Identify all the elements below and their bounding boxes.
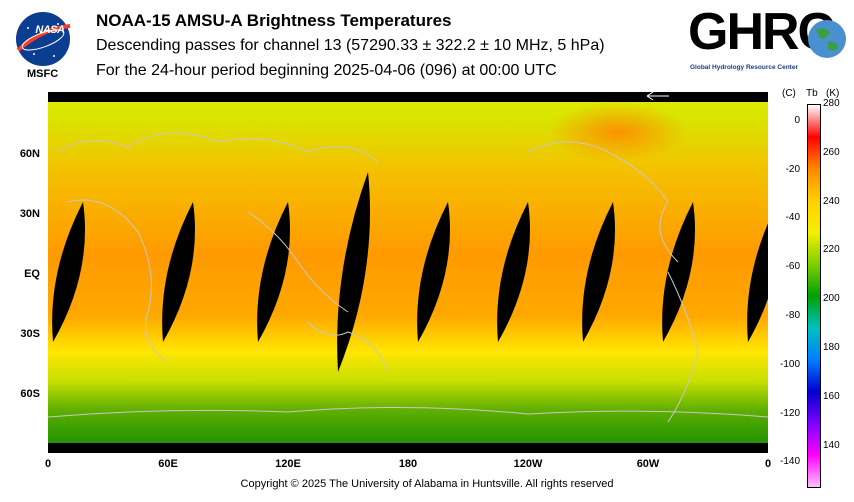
data-gap-swath: [662, 202, 695, 342]
coastlines: [47, 132, 769, 423]
data-gap-swath: [582, 202, 615, 342]
colorbar-unit-c: (C): [782, 88, 796, 99]
colorbar-celsius-tick: -120: [779, 407, 800, 419]
data-gap-swath: [497, 202, 530, 342]
colorbar-unit-k: (K): [826, 88, 840, 99]
lon-label-180: 180: [398, 458, 418, 470]
lon-label-0: 0: [44, 458, 52, 470]
lon-label-60e: 60E: [158, 458, 178, 470]
lat-label-30s: 30S: [20, 328, 40, 340]
data-gap-swath: [337, 172, 370, 372]
arrow-icon: [646, 91, 669, 101]
copyright-notice: Copyright © 2025 The University of Alaba…: [240, 478, 614, 490]
colorbar: [807, 104, 821, 488]
colorbar-celsius-tick: -140: [779, 456, 800, 468]
nasa-logo: [14, 10, 72, 68]
colorbar-unit-tb: Tb: [806, 88, 818, 99]
globe-icon: [806, 18, 848, 65]
ghrc-subtitle: Global Hydrology Resource Center: [690, 64, 798, 71]
colorbar-celsius-tick: -60: [785, 261, 800, 273]
period-subtitle: For the 24-hour period beginning 2025-04…: [96, 62, 557, 79]
colorbar-celsius-tick: -100: [779, 358, 800, 370]
colorbar-kelvin-tick: 220: [823, 244, 840, 256]
brightness-map: [47, 92, 780, 453]
colorbar-celsius-tick: -20: [785, 163, 800, 175]
page-title: NOAA-15 AMSU-A Brightness Temperatures: [96, 11, 452, 30]
lat-label-eq: EQ: [24, 268, 40, 280]
nasa-meatball-icon: [16, 12, 71, 66]
colorbar-kelvin-tick: 200: [823, 293, 840, 305]
data-gap-swath: [52, 202, 85, 342]
data-gap-swath: [162, 202, 195, 342]
nasa-logo-text: NASA: [35, 24, 65, 36]
lat-label-60s: 60S: [20, 388, 40, 400]
colorbar-kelvin-tick: 260: [823, 146, 840, 158]
lon-label-120w: 120W: [513, 458, 543, 470]
lat-label-60n: 60N: [19, 148, 40, 160]
colorbar-celsius-tick: -40: [785, 212, 800, 224]
colorbar-kelvin-tick: 280: [823, 98, 840, 109]
lon-label-0-east: 0: [764, 458, 772, 470]
data-gap-swath: [417, 202, 450, 342]
colorbar-celsius-tick: 0: [794, 114, 800, 126]
colorbar-celsius-tick: -80: [785, 309, 800, 321]
map-image: [47, 92, 780, 453]
lat-label-30n: 30N: [19, 208, 40, 220]
lon-label-60w: 60W: [636, 458, 660, 470]
colorbar-kelvin-tick: 160: [823, 390, 840, 402]
colorbar-kelvin-tick: 240: [823, 195, 840, 207]
lon-label-120e: 120E: [275, 458, 301, 470]
data-gap-swath: [257, 202, 290, 342]
channel-subtitle: Descending passes for channel 13 (57290.…: [96, 37, 605, 54]
colorbar-kelvin-tick: 180: [823, 342, 840, 353]
msfc-label: MSFC: [27, 68, 59, 80]
colorbar-kelvin-tick: 140: [823, 439, 840, 451]
